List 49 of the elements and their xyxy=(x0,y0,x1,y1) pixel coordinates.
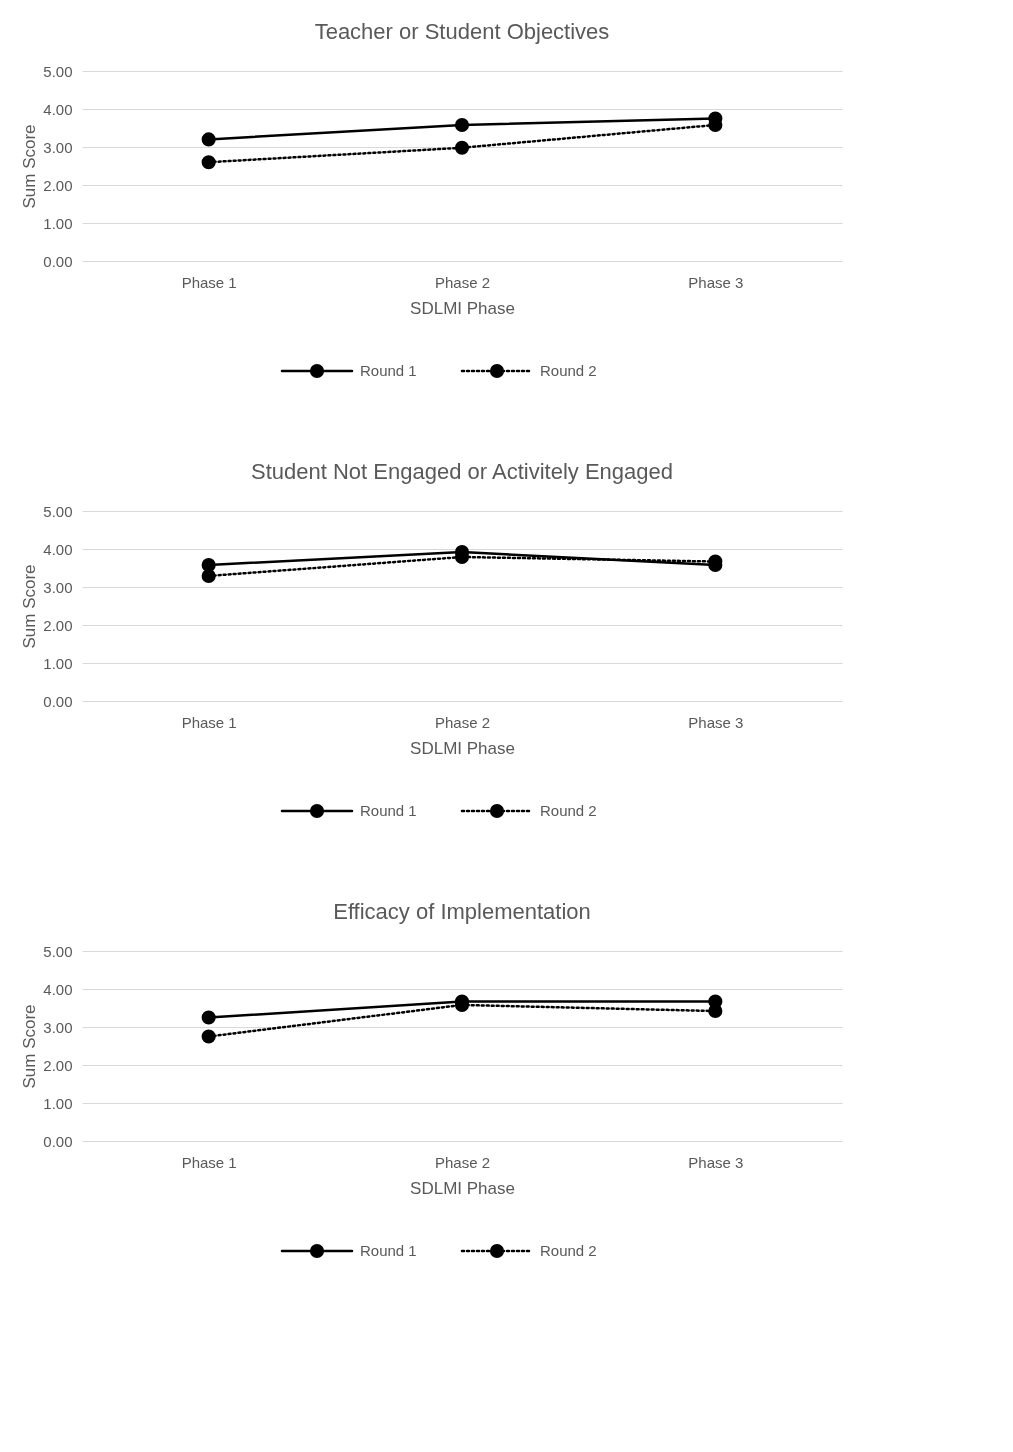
x-tick-label: Phase 1 xyxy=(181,713,237,731)
legend-label: Round 1 xyxy=(360,802,417,819)
x-tick-label: Phase 3 xyxy=(688,713,744,731)
y-tick-label: 4.00 xyxy=(43,540,73,558)
y-tick-label: 3.00 xyxy=(43,578,73,596)
y-axis-title: Sum Score xyxy=(20,124,40,209)
y-tick-label: 1.00 xyxy=(43,1094,73,1112)
y-tick-label: 0.00 xyxy=(43,1132,73,1150)
legend-label: Round 1 xyxy=(360,1242,417,1259)
point xyxy=(201,1010,216,1025)
y-tick-label: 1.00 xyxy=(43,654,73,672)
legend-label: Round 2 xyxy=(540,1242,597,1259)
point xyxy=(454,140,470,155)
y-tick-label: 5.00 xyxy=(43,502,73,520)
y-tick-label: 2.00 xyxy=(43,1056,73,1074)
y-tick-label: 3.00 xyxy=(43,138,73,156)
legend-label: Round 1 xyxy=(360,362,417,379)
x-axis-title: SDLMI Phase xyxy=(410,298,515,318)
x-tick-label: Phase 2 xyxy=(434,1153,491,1171)
chart-title: Teacher or Student Objectives xyxy=(314,19,610,44)
y-tick-label: 2.00 xyxy=(43,176,73,194)
y-tick-label: 0.00 xyxy=(43,692,73,710)
y-tick-label: 4.00 xyxy=(43,980,73,998)
y-tick-label: 2.00 xyxy=(43,616,73,634)
x-axis-title: SDLMI Phase xyxy=(410,738,515,758)
x-tick-label: Phase 3 xyxy=(688,1153,744,1171)
legend-label: Round 2 xyxy=(540,362,597,379)
x-tick-label: Phase 1 xyxy=(181,1153,237,1171)
y-tick-label: 4.00 xyxy=(43,100,73,118)
point xyxy=(201,568,216,584)
y-axis-title: Sum Score xyxy=(20,564,40,649)
y-axis-title: Sum Score xyxy=(20,1004,40,1089)
y-tick-label: 1.00 xyxy=(43,214,73,232)
point xyxy=(201,1029,216,1044)
point xyxy=(201,132,216,147)
legend-label: Round 2 xyxy=(540,802,597,819)
point xyxy=(201,155,216,170)
y-tick-label: 5.00 xyxy=(43,942,73,960)
x-tick-label: Phase 3 xyxy=(688,273,744,291)
x-tick-label: Phase 2 xyxy=(434,273,491,291)
y-tick-label: 3.00 xyxy=(43,1018,73,1036)
x-tick-label: Phase 1 xyxy=(181,273,237,291)
point xyxy=(454,117,470,133)
x-tick-label: Phase 2 xyxy=(434,713,491,731)
y-tick-label: 5.00 xyxy=(43,62,73,80)
y-tick-label: 0.00 xyxy=(43,252,73,270)
x-axis-title: SDLMI Phase xyxy=(410,1178,515,1198)
chart-title: Efficacy of Implementation xyxy=(333,899,591,924)
chart-title: Student Not Engaged or Activitely Engaged xyxy=(251,459,673,484)
